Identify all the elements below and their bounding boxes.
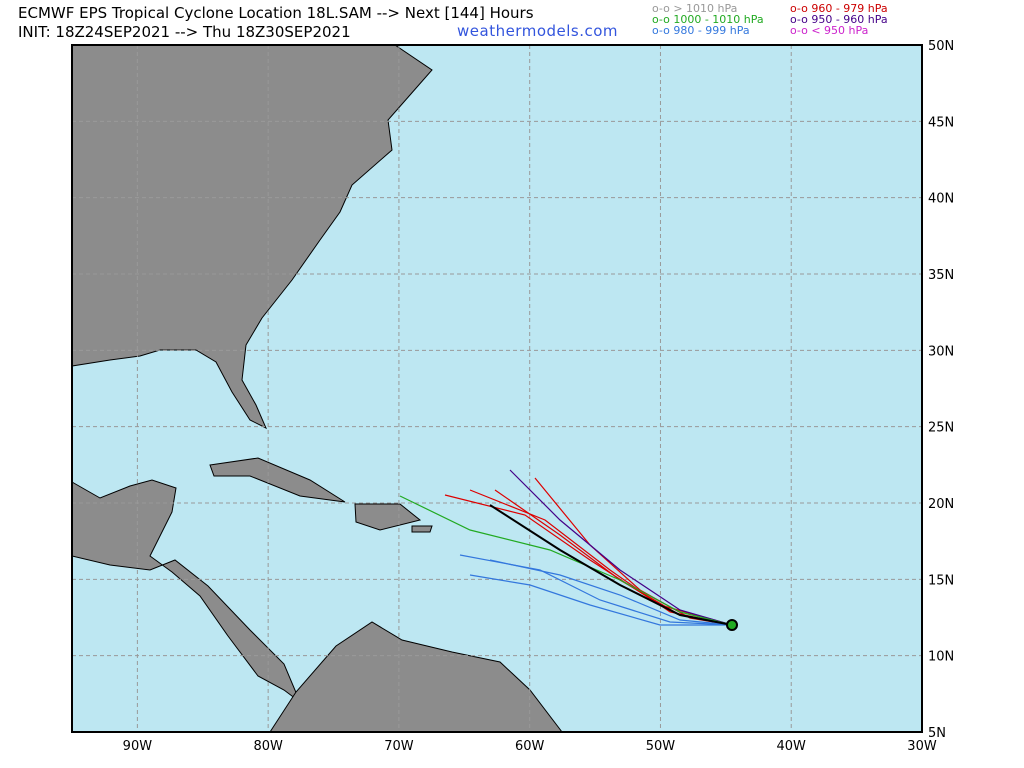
legend-marker: o-o [790, 24, 808, 37]
frame [71, 44, 923, 733]
site: weathermodels.com [457, 22, 619, 40]
lon-label: 40W [777, 739, 807, 754]
grid [72, 45, 922, 732]
legend-entry: o-o 980 - 999 hPa [652, 24, 750, 37]
lat-label: 40N [928, 192, 954, 207]
track [509, 469, 733, 626]
lat-label: 25N [928, 421, 954, 436]
lat-label: 35N [928, 268, 954, 283]
legend-label: 960 - 979 hPa [811, 2, 888, 15]
legend-entry: o-o < 950 hPa [790, 24, 868, 37]
lon-label: 50W [646, 739, 676, 754]
lat-label: 20N [928, 497, 954, 512]
legend-marker: o-o [652, 24, 670, 37]
track-mean [489, 504, 733, 626]
init-time: INIT: 18Z24SEP2021 --> Thu 18Z30SEP2021 [18, 23, 351, 41]
legend-entry: o-o 1000 - 1010 hPa [652, 13, 764, 26]
legend-label: 950 - 960 hPa [811, 13, 888, 26]
axis-labels: 50N 45N 40N 35N 30N 25N 20N 15N 10N 5N 90W 80W 70W 60… [123, 39, 955, 754]
puerto-rico [411, 525, 433, 533]
north-america [71, 44, 433, 430]
track [469, 574, 732, 626]
track [489, 559, 733, 626]
legend-label: 1000 - 1010 hPa [673, 13, 764, 26]
tracks [399, 469, 738, 631]
lon-label: 80W [253, 739, 283, 754]
lat-label: 50N [928, 39, 954, 54]
lat-label: 45N [928, 115, 954, 130]
legend-label: > 1010 hPa [673, 2, 738, 15]
legend-entry: o-o 960 - 979 hPa [790, 2, 888, 15]
lon-label: 30W [907, 739, 937, 754]
legend-marker: o-o [790, 2, 808, 15]
lat-label: 30N [928, 344, 954, 359]
lat-label: 10N [928, 650, 954, 665]
title: ECMWF EPS Tropical Cyclone Location 18L.… [18, 4, 534, 22]
legend-label: 980 - 999 hPa [673, 24, 750, 37]
lon-label: 90W [123, 739, 153, 754]
legend-marker: o-o [790, 13, 808, 26]
start-point [726, 619, 738, 631]
legend-marker: o-o [652, 2, 670, 15]
lon-label: 70W [384, 739, 414, 754]
lon-label: 60W [515, 739, 545, 754]
legend-entry: o-o 950 - 960 hPa [790, 13, 888, 26]
south-america [269, 621, 564, 733]
hispaniola [354, 503, 422, 531]
central-america [71, 479, 302, 704]
legend-marker: o-o [652, 13, 670, 26]
lat-label: 5N [928, 726, 946, 741]
legend-entry: o-o > 1010 hPa [652, 2, 737, 15]
legend-label: < 950 hPa [811, 24, 869, 37]
cuba [209, 457, 346, 503]
land [71, 44, 564, 733]
lat-label: 15N [928, 573, 954, 588]
